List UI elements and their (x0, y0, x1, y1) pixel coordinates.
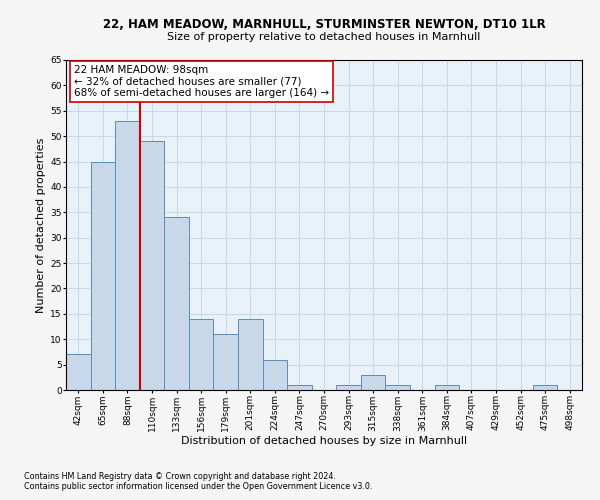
Bar (140, 141, 164, 390)
X-axis label: Distribution of detached houses by size in Marnhull: Distribution of detached houses by size … (181, 436, 467, 446)
Bar (91, 162, 115, 390)
Text: 22, HAM MEADOW, MARNHULL, STURMINSTER NEWTON, DT10 1LR: 22, HAM MEADOW, MARNHULL, STURMINSTER NE… (103, 18, 545, 30)
Bar (66, 354, 91, 390)
Bar (361, 375, 385, 390)
Bar (287, 385, 312, 390)
Text: Size of property relative to detached houses in Marnhull: Size of property relative to detached ho… (167, 32, 481, 42)
Bar (238, 319, 263, 390)
Text: Contains HM Land Registry data © Crown copyright and database right 2024.: Contains HM Land Registry data © Crown c… (24, 472, 336, 481)
Text: Contains public sector information licensed under the Open Government Licence v3: Contains public sector information licen… (24, 482, 373, 491)
Text: 22 HAM MEADOW: 98sqm
← 32% of detached houses are smaller (77)
68% of semi-detac: 22 HAM MEADOW: 98sqm ← 32% of detached h… (74, 65, 329, 98)
Bar (189, 319, 214, 390)
Bar (385, 385, 410, 390)
Bar (336, 385, 361, 390)
Bar (115, 121, 140, 390)
Bar (263, 360, 287, 390)
Bar (214, 334, 238, 390)
Y-axis label: Number of detached properties: Number of detached properties (36, 138, 46, 312)
Bar (164, 218, 189, 390)
Bar (533, 385, 557, 390)
Bar (434, 385, 459, 390)
